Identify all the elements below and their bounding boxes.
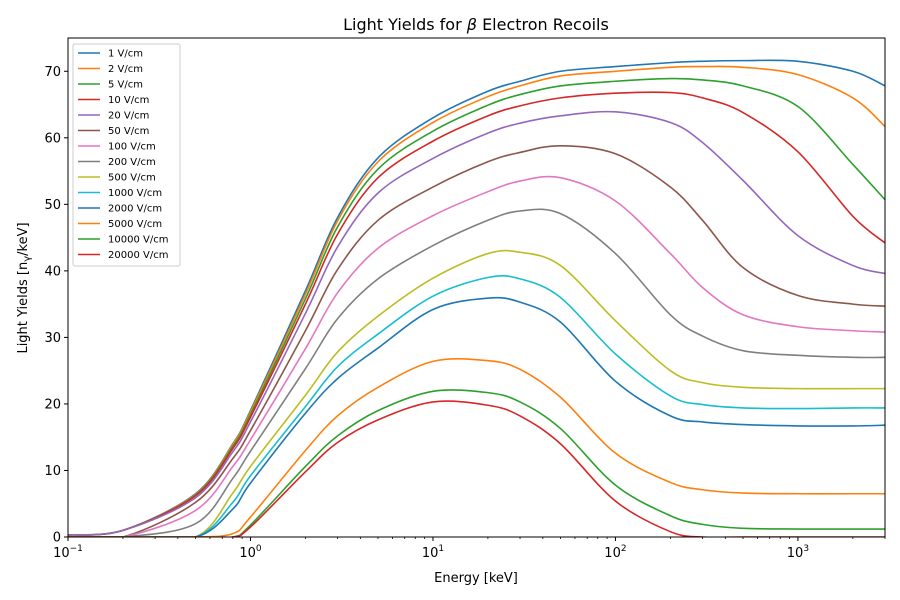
x-tick-label: 101: [422, 544, 444, 561]
series-line-6: [68, 144, 885, 537]
legend-label: 10 V/cm: [108, 95, 149, 106]
plot-frame: [67, 37, 886, 538]
x-tick-label: 100: [239, 544, 262, 561]
y-tick-label: 30: [44, 331, 61, 346]
legend-label: 20000 V/cm: [108, 250, 168, 261]
legend-label: 500 V/cm: [108, 173, 156, 184]
chart-title: Light Yields for β Electron Recoils: [343, 15, 609, 34]
series-line-5: [68, 110, 885, 536]
x-tick-label: 10−1: [53, 544, 83, 561]
y-tick-label: 0: [53, 531, 61, 546]
series-line-1: [68, 59, 885, 536]
y-tick-label: 70: [44, 65, 61, 80]
x-axis-label: Energy [keV]: [434, 571, 518, 586]
series-line-3: [68, 77, 885, 536]
y-axis: 0 10 20 30 40 50 60 70: [44, 65, 68, 546]
legend-label: 5000 V/cm: [108, 219, 162, 230]
legend: 1 V/cm 2 V/cm 5 V/cm 10 V/cm 20 V/cm 50 V/cm 1…: [72, 43, 181, 267]
legend-label: 1000 V/cm: [108, 188, 162, 199]
y-tick-label: 20: [44, 397, 61, 412]
series-line-2: [68, 65, 885, 536]
legend-label: 200 V/cm: [108, 157, 156, 168]
legend-label: 2 V/cm: [108, 64, 143, 75]
series-line-4: [68, 91, 885, 536]
y-axis-label: Light Yields [nγ/keV]: [16, 222, 33, 353]
legend-box: [72, 43, 181, 267]
y-tick-label: 10: [44, 464, 61, 479]
legend-label: 2000 V/cm: [108, 204, 162, 215]
y-tick-label: 60: [44, 131, 61, 146]
series-line-7: [68, 175, 885, 537]
x-tick-label: 102: [604, 544, 626, 561]
series-line-9: [68, 249, 885, 537]
legend-label: 5 V/cm: [108, 80, 143, 91]
plot-area: [68, 59, 885, 537]
legend-label: 20 V/cm: [108, 111, 149, 122]
x-axis: 10−1 100 101 102 103: [53, 537, 886, 561]
y-tick-label: 40: [44, 264, 61, 279]
series-line-8: [68, 208, 885, 537]
series-line-13: [68, 389, 885, 537]
y-tick-label: 50: [44, 198, 61, 213]
x-tick-label: 103: [787, 544, 809, 561]
series-line-14: [68, 400, 885, 537]
legend-label: 1 V/cm: [108, 49, 143, 60]
legend-label: 100 V/cm: [108, 142, 156, 153]
legend-label: 10000 V/cm: [108, 235, 168, 246]
legend-label: 50 V/cm: [108, 126, 149, 137]
series-line-10: [68, 274, 885, 537]
series-line-11: [68, 296, 885, 537]
series-line-12: [68, 358, 885, 537]
